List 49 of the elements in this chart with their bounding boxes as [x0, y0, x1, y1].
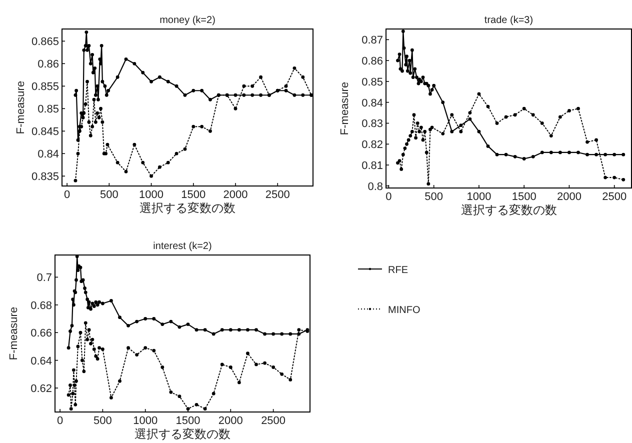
chart-title: interest (k=2)	[153, 241, 212, 252]
x-tick-label: 500	[94, 415, 112, 427]
y-tick-label: 0.865	[31, 36, 59, 48]
y-axis-title: F-measure	[339, 82, 351, 136]
y-tick-label: 0.7	[36, 272, 52, 284]
x-tick-label: 500	[424, 191, 444, 203]
y-tick-label: 0.83	[362, 118, 383, 130]
y-tick-label: 0.835	[31, 171, 59, 184]
x-axis-title: 選択する変数の数	[460, 203, 557, 217]
x-axis-title: 選択する変数の数	[134, 427, 230, 441]
y-tick-label: 0.68	[30, 300, 52, 312]
x-tick-label: 0	[64, 189, 70, 201]
x-tick-label: 0	[386, 191, 392, 203]
x-tick-label: 2000	[556, 191, 582, 203]
y-tick-label: 0.64	[30, 355, 52, 368]
y-axis-title: F-measure	[15, 80, 27, 134]
x-tick-label: 1500	[512, 191, 536, 203]
x-tick-label: 2000	[223, 189, 248, 201]
y-tick-label: 0.84	[362, 97, 383, 110]
x-tick-label: 2500	[261, 415, 286, 427]
x-tick-label: 1500	[181, 189, 206, 201]
y-tick-label: 0.82	[362, 139, 383, 152]
legend-label: RFE	[388, 265, 408, 276]
chart-title: trade (k=3)	[484, 15, 534, 26]
x-tick-label: 2000	[218, 415, 243, 427]
y-tick-label: 0.855	[31, 81, 59, 94]
y-tick-label: 0.86	[362, 56, 383, 68]
x-tick-label: 0	[56, 415, 64, 427]
y-tick-label: 0.8	[368, 180, 383, 193]
chart-title: money (k=2)	[160, 15, 216, 26]
y-tick-label: 0.87	[362, 34, 383, 47]
x-tick-label: 2500	[265, 189, 290, 201]
y-tick-label: 0.85	[362, 76, 383, 88]
x-axis-title: 選択する変数の数	[140, 201, 236, 215]
y-tick-label: 0.62	[30, 383, 52, 396]
y-tick-label: 0.84	[38, 148, 59, 161]
legend-label: MINFO	[388, 305, 420, 316]
y-tick-label: 0.81	[362, 160, 383, 172]
y-tick-label: 0.845	[31, 126, 59, 138]
x-tick-label: 1000	[139, 189, 164, 201]
x-tick-label: 1500	[176, 415, 200, 427]
y-axis-title: F-measure	[8, 306, 20, 360]
y-tick-label: 0.86	[38, 58, 59, 71]
x-tick-label: 500	[100, 189, 118, 201]
y-tick-label: 0.85	[38, 104, 59, 116]
y-tick-label: 0.66	[30, 328, 52, 340]
x-tick-label: 1000	[133, 415, 158, 427]
x-tick-label: 1000	[466, 191, 492, 203]
x-tick-label: 2500	[602, 191, 627, 203]
